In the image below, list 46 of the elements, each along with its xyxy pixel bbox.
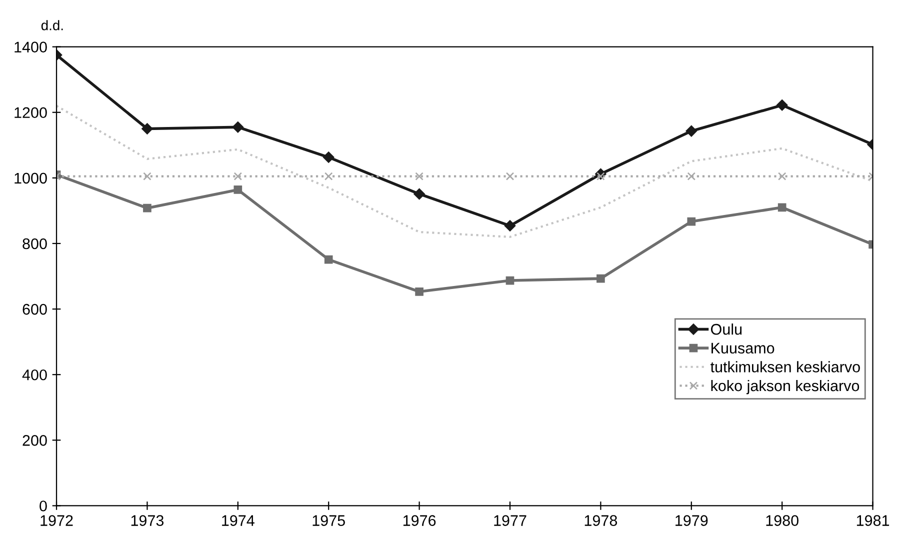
- point: [414, 188, 425, 200]
- x-tick-label: 1978: [584, 515, 618, 526]
- point: [596, 274, 605, 283]
- x-tick-label: 1974: [222, 515, 254, 526]
- point: [687, 172, 696, 180]
- point: [778, 172, 786, 180]
- point: [686, 125, 697, 137]
- point: [143, 204, 152, 212]
- point: [142, 123, 153, 134]
- y-tick-label: 600: [22, 304, 47, 315]
- x-tick-label: 1977: [494, 515, 526, 526]
- point: [234, 186, 242, 194]
- y-tick-label: 1200: [14, 107, 47, 118]
- point: [778, 203, 786, 212]
- y-tick-label: 400: [22, 369, 47, 380]
- legend-label: tutkimuksen keskiarvo: [710, 361, 860, 372]
- x-tick-label: 1976: [403, 515, 436, 526]
- point: [776, 100, 788, 111]
- x-tick-label: 1973: [131, 515, 164, 526]
- line-series: [56, 104, 873, 238]
- y-tick-label: 0: [40, 500, 47, 512]
- legend-label: koko jakson keskiarvo: [711, 380, 860, 394]
- x-tick-label: 1980: [766, 515, 798, 526]
- y-axis-title: d.d.: [41, 20, 63, 30]
- y-tick-label: 800: [22, 238, 47, 250]
- point: [322, 152, 334, 163]
- y-tick-label: 200: [22, 435, 47, 446]
- x-tick-label: 1972: [40, 515, 73, 526]
- point: [506, 276, 514, 285]
- x-tick-label: 1979: [676, 515, 708, 526]
- point: [687, 217, 696, 226]
- point: [324, 172, 333, 180]
- point: [415, 172, 424, 180]
- legend-label: Oulu: [711, 324, 742, 335]
- point: [143, 172, 152, 180]
- legend-label: Kuusamo: [712, 342, 774, 354]
- y-tick-label: 1000: [14, 172, 47, 184]
- point: [232, 122, 244, 133]
- point: [234, 172, 242, 180]
- point: [506, 172, 514, 180]
- y-tick-label: 1400: [14, 42, 47, 52]
- point: [324, 255, 333, 264]
- x-tick-label: 1981: [856, 515, 890, 526]
- point: [504, 220, 516, 232]
- point: [415, 288, 424, 296]
- x-tick-label: 1975: [312, 515, 345, 526]
